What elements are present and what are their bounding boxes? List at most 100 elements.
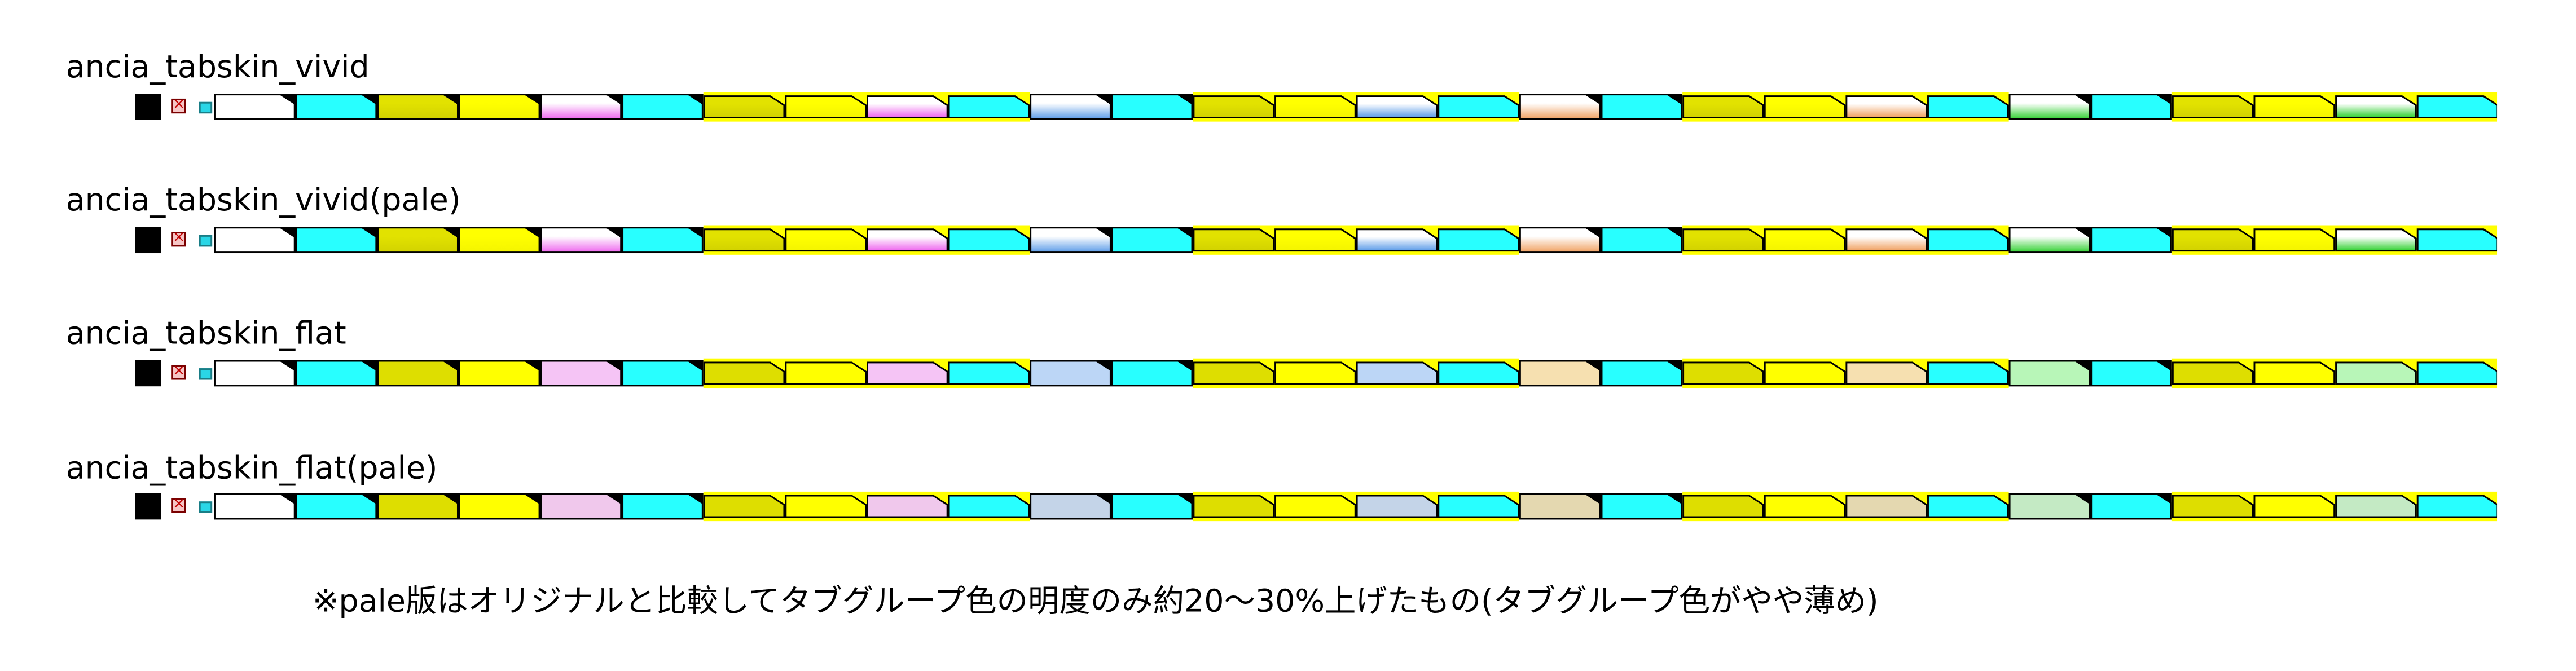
tab-yellow[interactable]	[786, 96, 866, 118]
tab-olive[interactable]	[2173, 96, 2253, 118]
tab-cyan[interactable]	[1928, 363, 2008, 384]
tab-cyan[interactable]	[623, 494, 703, 519]
tab-yellow[interactable]	[1765, 496, 1845, 517]
tab-green[interactable]	[2010, 361, 2090, 386]
tab-cyan[interactable]	[949, 496, 1029, 517]
tab-cyan[interactable]	[296, 95, 376, 120]
tab-cyan[interactable]	[1112, 361, 1192, 386]
tab-magenta[interactable]	[867, 363, 947, 384]
tab-orange[interactable]	[1520, 228, 1600, 253]
tab-cyan[interactable]	[2091, 95, 2171, 120]
tab-green[interactable]	[2336, 496, 2416, 517]
tab-olive[interactable]	[2173, 229, 2253, 251]
tab-cyan[interactable]	[2091, 228, 2171, 253]
tab-olive[interactable]	[704, 496, 784, 517]
tab-olive[interactable]	[704, 96, 784, 118]
tab-orange[interactable]	[1847, 496, 1927, 517]
close-x-icon[interactable]: ×	[171, 99, 186, 113]
tab-orange[interactable]	[1847, 96, 1927, 118]
tab-olive[interactable]	[1194, 363, 1274, 384]
tab-green[interactable]	[2336, 96, 2416, 118]
tab-blue[interactable]	[1031, 361, 1111, 386]
tab-cyan[interactable]	[1439, 496, 1519, 517]
tab-magenta[interactable]	[867, 96, 947, 118]
tab-blue[interactable]	[1357, 96, 1437, 118]
tab-white[interactable]	[214, 361, 294, 386]
tab-orange[interactable]	[1847, 363, 1927, 384]
tab-magenta[interactable]	[541, 494, 621, 519]
tab-cyan[interactable]	[1112, 228, 1192, 253]
tab-cyan[interactable]	[296, 228, 376, 253]
tab-yellow[interactable]	[1276, 96, 1356, 118]
tab-orange[interactable]	[1520, 95, 1600, 120]
tab-cyan[interactable]	[1928, 96, 2008, 118]
tab-yellow[interactable]	[459, 228, 539, 253]
tab-yellow[interactable]	[1765, 229, 1845, 251]
tab-olive[interactable]	[2173, 363, 2253, 384]
tab-yellow[interactable]	[1276, 229, 1356, 251]
tab-cyan[interactable]	[2417, 96, 2497, 118]
tab-cyan[interactable]	[1439, 96, 1519, 118]
tab-yellow[interactable]	[2254, 363, 2335, 384]
tab-yellow[interactable]	[786, 363, 866, 384]
tab-blue[interactable]	[1031, 228, 1111, 253]
tab-olive[interactable]	[1194, 229, 1274, 251]
tab-cyan[interactable]	[2417, 229, 2497, 251]
close-x-icon[interactable]: ×	[171, 365, 186, 379]
close-x-icon[interactable]: ×	[171, 232, 186, 246]
tab-yellow[interactable]	[1276, 496, 1356, 517]
tab-olive[interactable]	[1683, 229, 1764, 251]
tab-cyan[interactable]	[2091, 361, 2171, 386]
tab-olive[interactable]	[378, 361, 458, 386]
tab-cyan[interactable]	[2417, 496, 2497, 517]
tab-cyan[interactable]	[1439, 363, 1519, 384]
tab-cyan[interactable]	[1602, 228, 1682, 253]
tab-cyan[interactable]	[1112, 494, 1192, 519]
tab-cyan[interactable]	[2417, 363, 2497, 384]
tab-cyan[interactable]	[1602, 361, 1682, 386]
tab-orange[interactable]	[1520, 361, 1600, 386]
tab-olive[interactable]	[704, 229, 784, 251]
tab-yellow[interactable]	[459, 361, 539, 386]
tab-olive[interactable]	[1683, 96, 1764, 118]
tab-green[interactable]	[2336, 229, 2416, 251]
tab-magenta[interactable]	[541, 361, 621, 386]
tab-yellow[interactable]	[786, 229, 866, 251]
tab-cyan[interactable]	[1602, 494, 1682, 519]
tab-olive[interactable]	[1683, 496, 1764, 517]
tab-cyan[interactable]	[1928, 229, 2008, 251]
tab-blue[interactable]	[1031, 494, 1111, 519]
tab-cyan[interactable]	[949, 363, 1029, 384]
tab-cyan[interactable]	[296, 494, 376, 519]
tab-green[interactable]	[2010, 494, 2090, 519]
tab-blue[interactable]	[1357, 229, 1437, 251]
tab-cyan[interactable]	[623, 228, 703, 253]
tab-olive[interactable]	[2173, 496, 2253, 517]
tab-cyan[interactable]	[623, 361, 703, 386]
tab-yellow[interactable]	[2254, 96, 2335, 118]
tab-magenta[interactable]	[867, 229, 947, 251]
tab-olive[interactable]	[378, 95, 458, 120]
tab-cyan[interactable]	[1112, 95, 1192, 120]
tab-blue[interactable]	[1031, 95, 1111, 120]
tab-magenta[interactable]	[867, 496, 947, 517]
tab-yellow[interactable]	[1765, 96, 1845, 118]
tab-yellow[interactable]	[459, 95, 539, 120]
tab-yellow[interactable]	[2254, 496, 2335, 517]
tab-blue[interactable]	[1357, 363, 1437, 384]
tab-cyan[interactable]	[949, 96, 1029, 118]
tab-olive[interactable]	[1683, 363, 1764, 384]
tab-white[interactable]	[214, 494, 294, 519]
tab-cyan[interactable]	[623, 95, 703, 120]
tab-olive[interactable]	[378, 494, 458, 519]
tab-green[interactable]	[2010, 95, 2090, 120]
tab-green[interactable]	[2010, 228, 2090, 253]
tab-olive[interactable]	[1194, 496, 1274, 517]
tab-yellow[interactable]	[1765, 363, 1845, 384]
close-x-icon[interactable]: ×	[171, 498, 186, 513]
tab-white[interactable]	[214, 228, 294, 253]
tab-olive[interactable]	[704, 363, 784, 384]
tab-cyan[interactable]	[1928, 496, 2008, 517]
tab-cyan[interactable]	[949, 229, 1029, 251]
tab-yellow[interactable]	[786, 496, 866, 517]
